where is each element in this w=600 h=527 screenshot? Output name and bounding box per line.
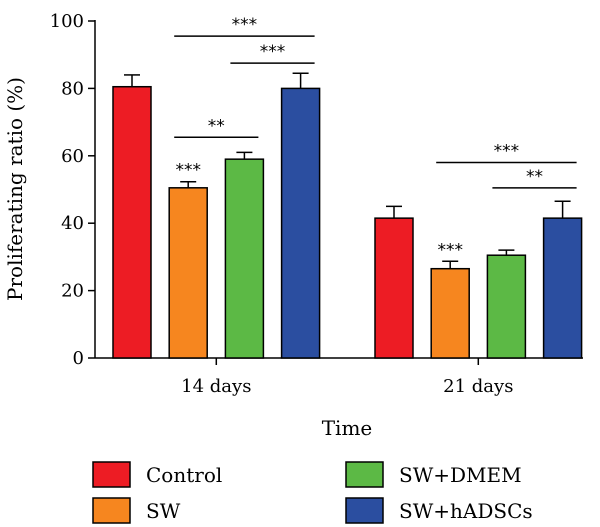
bars: [112, 72, 583, 359]
y-tick-label: 60: [61, 146, 84, 167]
legend: Control SW SW+DMEM SW+hADSCs: [92, 461, 533, 524]
bar: [224, 158, 265, 359]
comparison-label: ***: [260, 42, 286, 62]
y-tick-label: 100: [50, 11, 84, 32]
comparison-label: **: [526, 167, 543, 187]
bar: [280, 87, 321, 359]
x-axis-label: Time: [322, 416, 373, 440]
axes: 0 20 40 60 80 100 14 days 21 days: [50, 11, 583, 397]
bar: [430, 267, 470, 359]
legend-swatch: [345, 461, 384, 488]
y-tick-label: 40: [61, 213, 84, 234]
y-tick-label: 20: [61, 281, 84, 302]
bar: [486, 254, 527, 359]
legend-label: SW+DMEM: [399, 463, 522, 487]
legend-label: Control: [146, 463, 222, 487]
x-tick-label: 21 days: [443, 376, 513, 397]
y-axis-label: Proliferating ratio (%): [3, 77, 27, 301]
annotations: *******************: [174, 15, 577, 260]
bar: [168, 187, 208, 359]
bar: [112, 85, 152, 359]
legend-swatch: [92, 461, 131, 488]
legend-swatch: [92, 497, 131, 524]
significance-label: ***: [175, 161, 201, 181]
legend-label: SW+hADSCs: [399, 499, 533, 523]
y-tick-label: 0: [73, 348, 84, 369]
y-tick-label: 80: [61, 78, 84, 99]
comparison-label: ***: [494, 142, 520, 162]
x-tick-label: 14 days: [181, 376, 251, 397]
bar: [542, 217, 583, 359]
legend-label: SW: [146, 499, 181, 523]
bar: [374, 217, 414, 359]
comparison-label: ***: [232, 15, 258, 35]
significance-label: ***: [437, 240, 463, 260]
legend-swatch: [345, 497, 384, 524]
comparison-label: **: [208, 116, 225, 136]
